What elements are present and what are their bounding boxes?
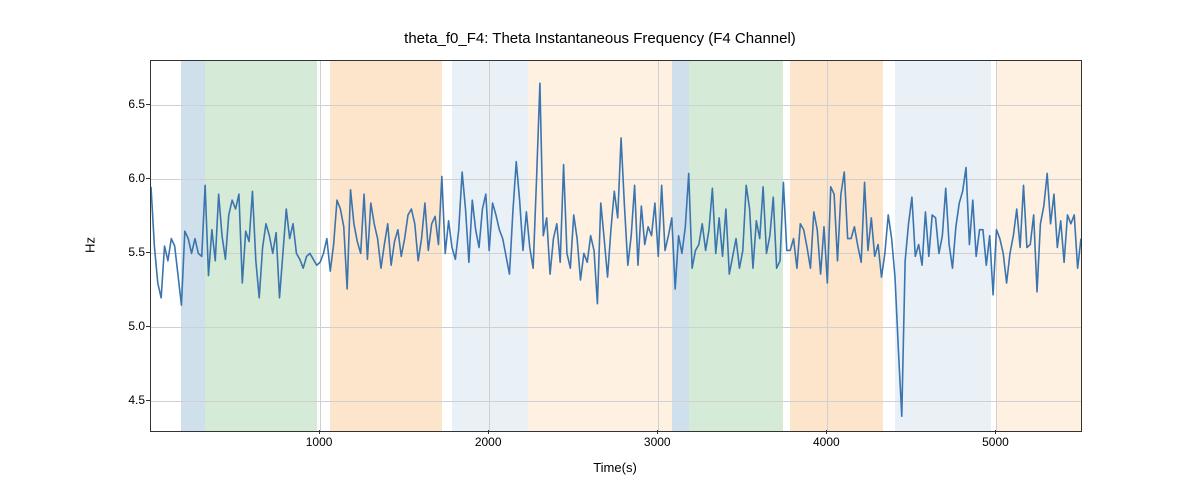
y-tick-label: 5.5 xyxy=(128,245,145,259)
x-tick-mark xyxy=(657,430,658,434)
x-tick-mark xyxy=(826,430,827,434)
x-tick-mark xyxy=(488,430,489,434)
y-tick-mark xyxy=(146,326,150,327)
chart-title: theta_f0_F4: Theta Instantaneous Frequen… xyxy=(0,30,1200,47)
x-tick-label: 3000 xyxy=(644,435,671,449)
x-tick-label: 5000 xyxy=(982,435,1009,449)
y-tick-mark xyxy=(146,252,150,253)
y-tick-label: 5.0 xyxy=(128,319,145,333)
y-tick-label: 4.5 xyxy=(128,393,145,407)
plot-area xyxy=(150,60,1082,432)
x-tick-label: 1000 xyxy=(306,435,333,449)
figure: theta_f0_F4: Theta Instantaneous Frequen… xyxy=(0,0,1200,500)
x-axis-label: Time(s) xyxy=(593,460,637,475)
line-layer xyxy=(151,61,1081,431)
x-tick-mark xyxy=(995,430,996,434)
y-tick-mark xyxy=(146,400,150,401)
y-tick-label: 6.5 xyxy=(128,97,145,111)
x-tick-label: 2000 xyxy=(475,435,502,449)
y-axis-label: Hz xyxy=(83,237,98,253)
x-tick-mark xyxy=(319,430,320,434)
x-tick-label: 4000 xyxy=(813,435,840,449)
y-tick-label: 6.0 xyxy=(128,171,145,185)
y-tick-mark xyxy=(146,104,150,105)
data-line xyxy=(151,83,1081,416)
y-tick-mark xyxy=(146,178,150,179)
